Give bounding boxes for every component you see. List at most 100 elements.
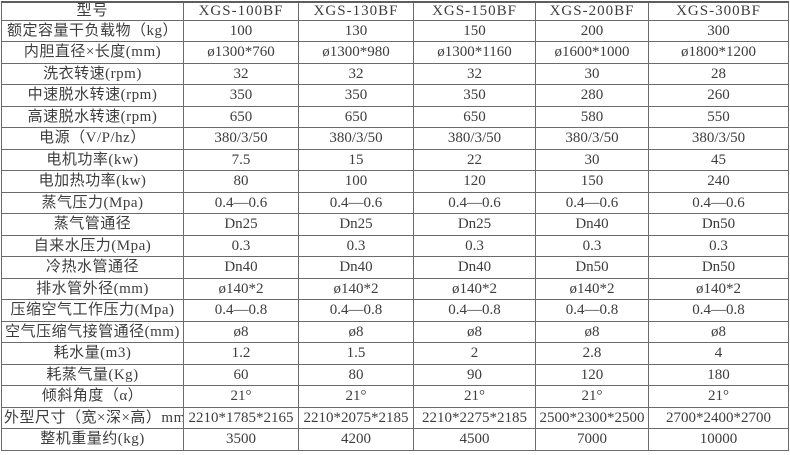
cell-value: 380/3/50 — [183, 127, 299, 150]
table-row: 蒸气压力(Mpa) 0.4—0.6 0.4—0.6 0.4—0.6 0.4—0.6 0.4… — [1, 191, 789, 215]
row-label: 倾斜角度（α） — [1, 385, 184, 408]
row-label: 蒸气压力(Mpa) — [1, 191, 184, 215]
cell-value: 4500 — [413, 428, 536, 451]
cell-value: 0.4—0.8 — [535, 299, 649, 322]
row-label: 排水管外径(mm) — [1, 277, 184, 301]
cell-value: 0.4—0.8 — [183, 299, 299, 322]
cell-value: 2210*2275*2185 — [413, 406, 536, 430]
cell-value: ø8 — [413, 320, 536, 344]
cell-value: ø8 — [535, 320, 649, 344]
cell-value: 650 — [413, 105, 536, 129]
table-row: 蒸气管通径 Dn25 Dn25 Dn25 Dn40 Dn50 — [1, 213, 789, 236]
cell-value: Dn25 — [183, 213, 299, 236]
cell-value: 1.2 — [183, 342, 299, 365]
cell-value: Dn50 — [648, 213, 789, 236]
cell-value: 120 — [535, 363, 649, 387]
cell-value: 350 — [413, 84, 536, 107]
header-cell-model: XGS-150BF — [413, 1, 536, 21]
cell-value: Dn25 — [298, 213, 414, 236]
header-cell-model: XGS-100BF — [183, 1, 299, 21]
cell-value: 80 — [183, 170, 299, 193]
cell-value: 30 — [535, 148, 649, 172]
cell-value: ø140*2 — [183, 277, 299, 301]
cell-value: 0.4—0.6 — [648, 191, 789, 215]
cell-value: 200 — [535, 19, 649, 43]
cell-value: Dn40 — [413, 256, 536, 279]
cell-value: ø140*2 — [535, 277, 649, 301]
cell-value: 260 — [648, 84, 789, 107]
cell-value: 120 — [413, 170, 536, 193]
table-row: 倾斜角度（α） 21° 21° 21° 21° 21° — [1, 385, 789, 408]
row-label: 电机功率(kw) — [1, 148, 184, 172]
row-label: 耗水量(m3) — [1, 342, 184, 365]
cell-value: 650 — [183, 105, 299, 129]
cell-value: 2.8 — [535, 342, 649, 365]
cell-value: 90 — [413, 363, 536, 387]
cell-value: ø140*2 — [648, 277, 789, 301]
header-cell-spec-label: 型号 — [1, 1, 184, 21]
cell-value: 2700*2400*2700 — [648, 406, 789, 430]
cell-value: 30 — [535, 62, 649, 86]
row-label: 高速脱水转速(rpm) — [1, 105, 184, 129]
cell-value: 32 — [183, 62, 299, 86]
cell-value: 0.3 — [298, 234, 414, 258]
cell-value: 350 — [183, 84, 299, 107]
cell-value: 2 — [413, 342, 536, 365]
cell-value: 650 — [298, 105, 414, 129]
table-row: 高速脱水转速(rpm) 650 650 650 580 550 — [1, 105, 789, 129]
cell-value: ø1300*980 — [298, 41, 414, 64]
cell-value: 380/3/50 — [413, 127, 536, 150]
cell-value: Dn40 — [183, 256, 299, 279]
table-row: 自来水压力(Mpa) 0.3 0.3 0.3 0.3 0.3 — [1, 234, 789, 258]
cell-value: ø1600*1000 — [535, 41, 649, 64]
cell-value: 380/3/50 — [535, 127, 649, 150]
cell-value: ø8 — [648, 320, 789, 344]
cell-value: 580 — [535, 105, 649, 129]
cell-value: 21° — [648, 385, 789, 408]
cell-value: 0.3 — [183, 234, 299, 258]
row-label: 冷热水管通径 — [1, 256, 184, 279]
cell-value: ø140*2 — [298, 277, 414, 301]
cell-value: Dn50 — [535, 256, 649, 279]
cell-value: 150 — [413, 19, 536, 43]
cell-value: 0.3 — [413, 234, 536, 258]
row-label: 整机重量约(kg) — [1, 428, 184, 451]
cell-value: 130 — [298, 19, 414, 43]
table-row: 电加热功率(kw) 80 100 120 150 240 — [1, 170, 789, 193]
table-row: 中速脱水转速(rpm) 350 350 350 280 260 — [1, 84, 789, 107]
cell-value: 21° — [535, 385, 649, 408]
cell-value: 0.4—0.6 — [535, 191, 649, 215]
cell-value: 100 — [183, 19, 299, 43]
cell-value: 380/3/50 — [648, 127, 789, 150]
cell-value: 380/3/50 — [298, 127, 414, 150]
row-label: 额定容量干负载物（kg） — [1, 19, 184, 43]
row-label: 蒸气管通径 — [1, 213, 184, 236]
cell-value: 550 — [648, 105, 789, 129]
header-cell-model: XGS-300BF — [648, 1, 789, 21]
cell-value: 0.3 — [648, 234, 789, 258]
row-label: 空气压缩气接管通径(mm) — [1, 320, 184, 344]
cell-value: 0.4—0.8 — [298, 299, 414, 322]
cell-value: Dn40 — [298, 256, 414, 279]
cell-value: ø1300*1160 — [413, 41, 536, 64]
row-label: 电源（V/P/hz） — [1, 127, 184, 150]
cell-value: 21° — [413, 385, 536, 408]
cell-value: ø1800*1200 — [648, 41, 789, 64]
header-cell-model: XGS-130BF — [298, 1, 414, 21]
cell-value: Dn50 — [648, 256, 789, 279]
cell-value: ø140*2 — [413, 277, 536, 301]
cell-value: Dn25 — [413, 213, 536, 236]
cell-value: 21° — [183, 385, 299, 408]
cell-value: 80 — [298, 363, 414, 387]
cell-value: 0.4—0.8 — [413, 299, 536, 322]
table-row: 内胆直径×长度(mm) ø1300*760 ø1300*980 ø1300*1160 ø… — [1, 41, 789, 64]
table-row: 冷热水管通径 Dn40 Dn40 Dn40 Dn50 Dn50 — [1, 256, 789, 279]
table-row: 耗水量(m3) 1.2 1.5 2 2.8 4 — [1, 342, 789, 365]
cell-value: 28 — [648, 62, 789, 86]
cell-value: 0.3 — [535, 234, 649, 258]
header-row: 型号 XGS-100BF XGS-130BF XGS-150BF XGS-200BF XG… — [1, 1, 789, 21]
row-label: 外型尺寸（宽×深×高）mm — [1, 406, 184, 430]
table-row: 压缩空气工作压力(Mpa) 0.4—0.8 0.4—0.8 0.4—0.8 0.4—0.… — [1, 299, 789, 322]
cell-value: 4 — [648, 342, 789, 365]
